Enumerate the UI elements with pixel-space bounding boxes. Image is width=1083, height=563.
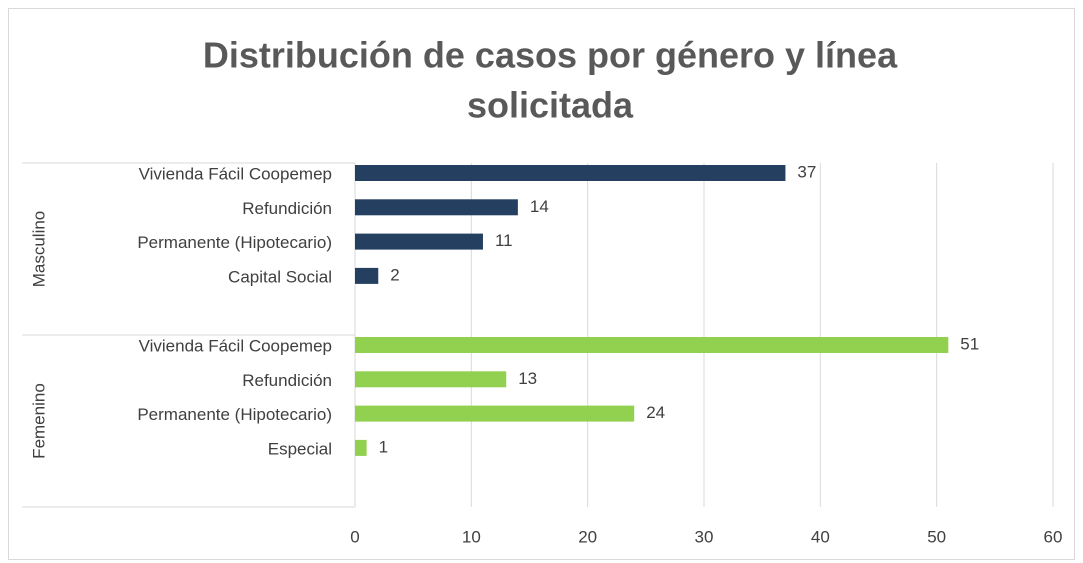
x-tick-label: 10 <box>462 527 481 546</box>
data-label: 2 <box>390 265 399 284</box>
y-tick-label: Refundición <box>242 371 332 390</box>
x-tick-label: 30 <box>695 527 714 546</box>
bar <box>355 439 367 456</box>
bar <box>355 233 483 250</box>
y-tick-label: Permanente (Hipotecario) <box>137 405 332 424</box>
x-tick-label: 0 <box>350 527 359 546</box>
data-label: 1 <box>379 437 388 456</box>
data-label: 51 <box>960 334 979 353</box>
y-tick-label: Especial <box>268 439 332 458</box>
data-label: 11 <box>495 231 513 250</box>
x-tick-label: 50 <box>927 527 946 546</box>
y-tick-label: Vivienda Fácil Coopemep <box>139 164 332 183</box>
bar <box>355 165 786 181</box>
bar <box>355 337 949 353</box>
x-tick-label: 20 <box>578 527 597 546</box>
x-tick-label: 60 <box>1044 527 1063 546</box>
group-label: Femenino <box>29 383 48 459</box>
bar <box>355 371 507 388</box>
x-tick-label: 40 <box>811 527 830 546</box>
data-label: 37 <box>797 162 816 181</box>
data-label: 14 <box>530 197 549 216</box>
y-tick-label: Capital Social <box>228 267 332 286</box>
bar <box>355 199 518 216</box>
group-label: Masculino <box>29 211 48 288</box>
data-label: 24 <box>646 403 665 422</box>
chart-title: solicitada <box>467 85 634 126</box>
y-tick-label: Refundición <box>242 199 332 218</box>
bar <box>355 405 635 422</box>
bar <box>355 267 379 284</box>
y-tick-label: Vivienda Fácil Coopemep <box>139 336 332 355</box>
chart-title: Distribución de casos por género y línea <box>203 35 898 76</box>
y-tick-label: Permanente (Hipotecario) <box>137 233 332 252</box>
chart-border <box>8 8 1075 560</box>
data-label: 13 <box>518 369 537 388</box>
